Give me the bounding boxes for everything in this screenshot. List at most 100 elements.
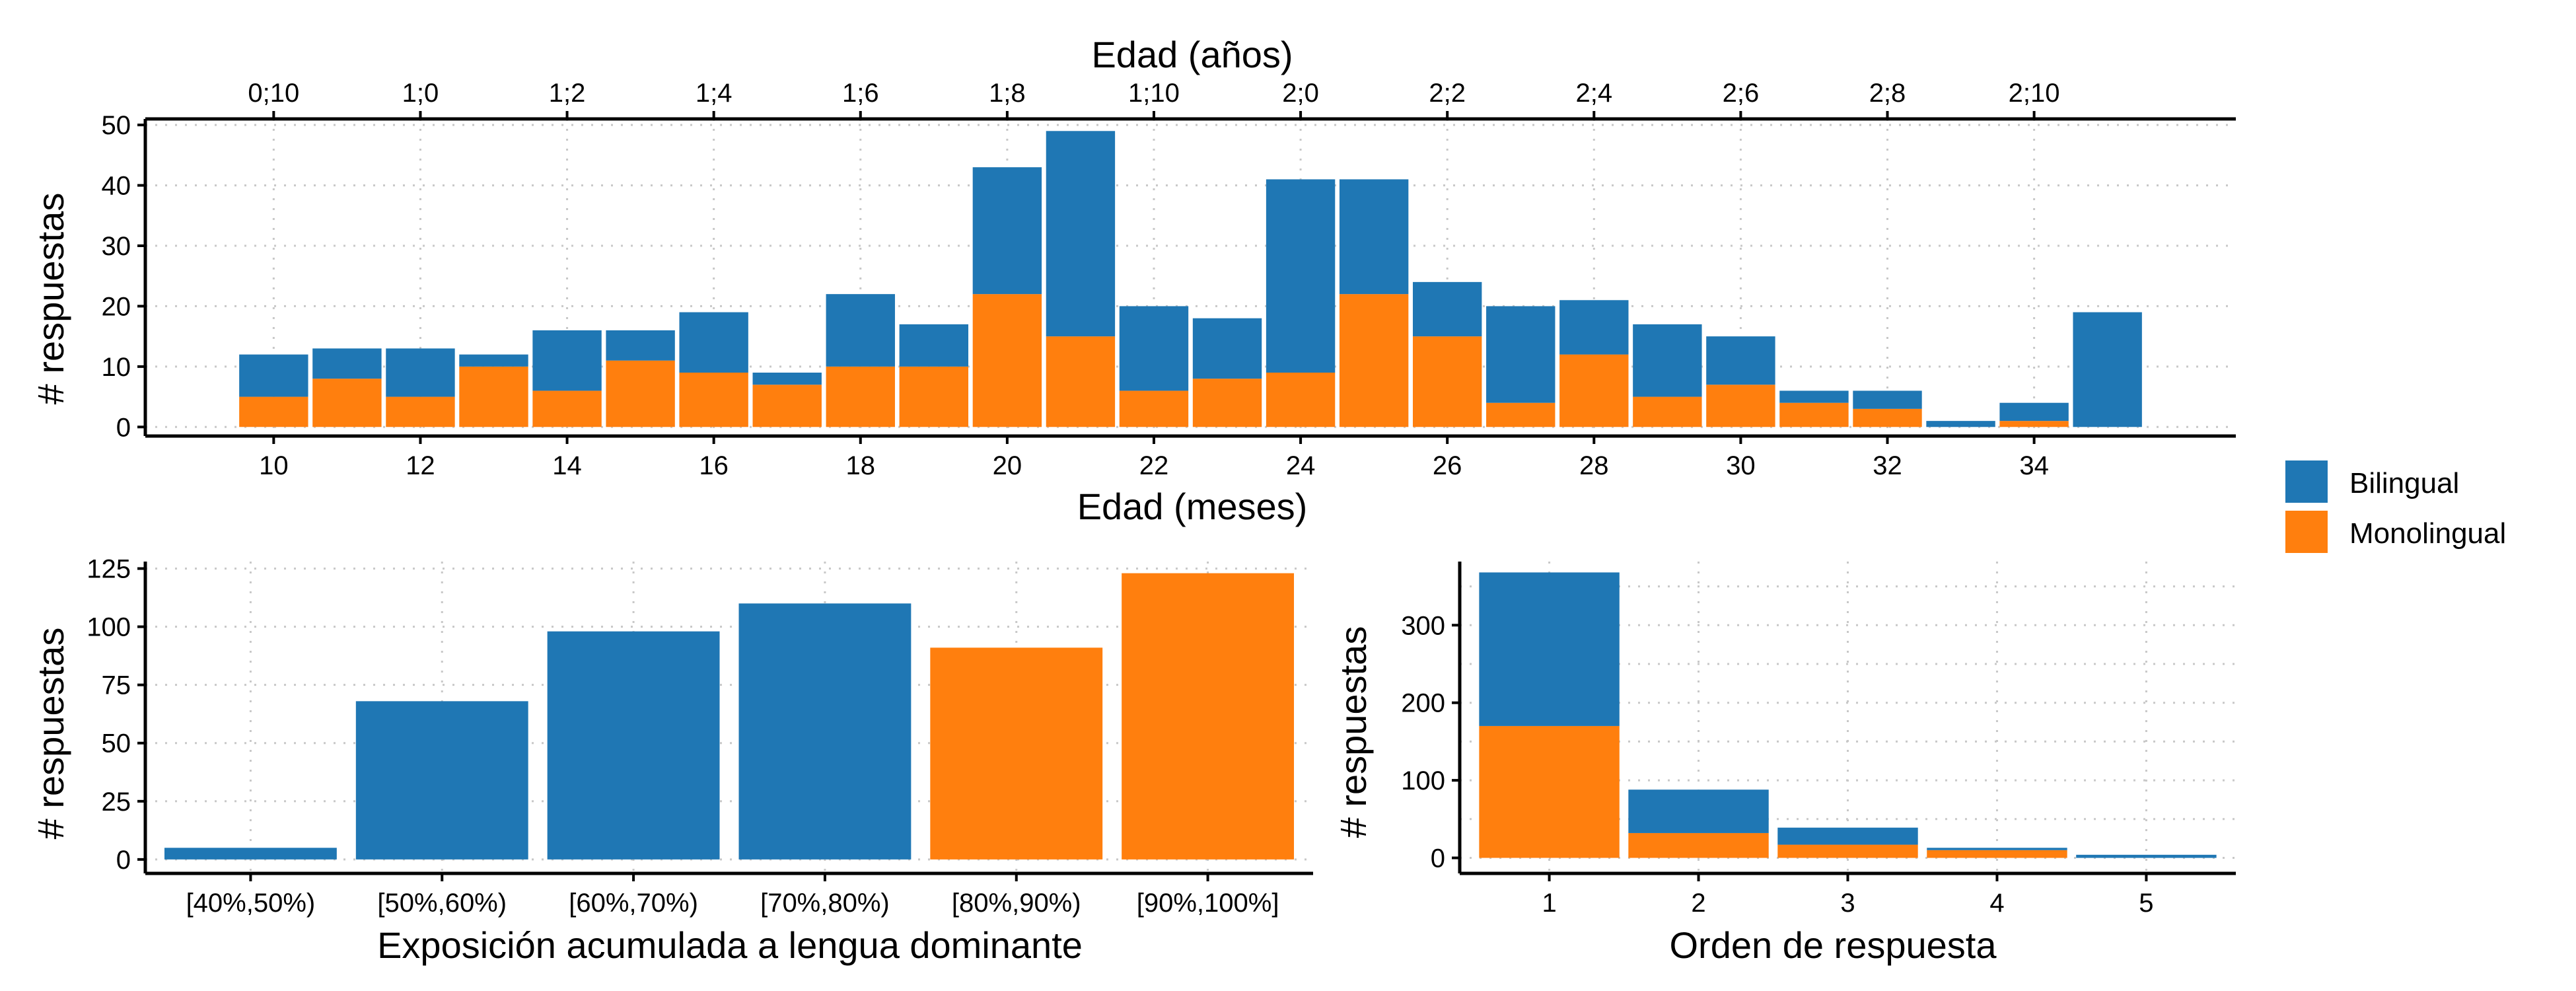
- exposure-chart-x-axis-title: Exposición acumulada a lengua dominante: [377, 924, 1083, 966]
- age-chart: 0 10 20 30 40 50 10 12 14 16 18 20 22 24 26 28 30 32 34 0;1…: [30, 34, 2236, 527]
- order-chart-y-tick-label: 200: [1401, 689, 1445, 718]
- age-chart-y-tick-label: 20: [102, 292, 131, 321]
- age-bar-monolingual: [532, 390, 602, 427]
- order-chart-x-tick-label: 2: [1691, 889, 1705, 918]
- age-chart-x-tick-label: 20: [993, 451, 1022, 480]
- age-bar-bilingual: [459, 354, 528, 367]
- exposure-chart-y-tick-label: 25: [102, 788, 131, 817]
- age-bar-monolingual: [1192, 379, 1262, 427]
- order-chart-ticks: 0 100 200 300 1 2 3 4 5: [1401, 611, 2153, 918]
- age-chart-y-tick-label: 40: [102, 172, 131, 201]
- age-bar-bilingual: [606, 330, 675, 361]
- order-chart-y-tick-label: 300: [1401, 611, 1445, 640]
- age-chart-top-tick-label: 2;10: [2009, 79, 2060, 108]
- age-bar-monolingual: [1339, 294, 1409, 427]
- age-chart-y-tick-label: 50: [102, 111, 131, 140]
- age-chart-top-tick-label: 1;0: [402, 79, 439, 108]
- order-chart-y-axis-title: # respuestas: [1332, 626, 1374, 838]
- order-chart-x-axis-title: Orden de respuesta: [1670, 924, 1997, 966]
- age-chart-top-tick-label: 0;10: [248, 79, 299, 108]
- order-chart-x-tick-label: 1: [1542, 889, 1556, 918]
- exposure-chart-y-tick-label: 75: [102, 671, 131, 700]
- age-bar-bilingual: [1486, 306, 1556, 403]
- order-chart-x-tick-label: 3: [1840, 889, 1855, 918]
- order-bar-bilingual: [2076, 854, 2217, 858]
- age-chart-top-tick-label: 2;6: [1723, 79, 1760, 108]
- age-bar-monolingual: [1706, 385, 1775, 427]
- age-bar-monolingual: [312, 379, 382, 427]
- legend: Bilingual Monolingual: [2285, 460, 2506, 553]
- age-bar-monolingual: [1999, 421, 2069, 427]
- order-bar-bilingual: [1628, 789, 1769, 833]
- age-bar-bilingual: [899, 324, 969, 367]
- legend-swatch-monolingual: [2285, 511, 2328, 553]
- age-bar-bilingual: [679, 312, 748, 373]
- age-bar-bilingual: [972, 167, 1042, 295]
- age-bar-bilingual: [239, 354, 308, 397]
- exposure-chart-y-tick-label: 0: [116, 846, 131, 875]
- age-bar-monolingual: [1633, 396, 1702, 427]
- age-chart-x-tick-label: 12: [406, 451, 435, 480]
- age-bar-monolingual: [1119, 390, 1189, 427]
- exposure-chart-axes: [143, 562, 1313, 875]
- order-chart-x-tick-label: 4: [1989, 889, 2004, 918]
- age-chart-x-tick-label: 30: [1726, 451, 1756, 480]
- age-bar-bilingual: [312, 348, 382, 379]
- age-chart-axes: [143, 117, 2236, 438]
- age-bar-bilingual: [1926, 421, 1995, 427]
- exposure-chart-bars: [164, 573, 1295, 860]
- exposure-chart-x-tick-label: [40%,50%): [186, 889, 316, 918]
- age-bar-bilingual: [1119, 306, 1189, 391]
- exposure-chart-y-tick-label: 50: [102, 729, 131, 758]
- age-bar-bilingual: [1999, 402, 2069, 422]
- age-bar-monolingual: [1412, 336, 1482, 427]
- exposure-chart-x-tick-label: [50%,60%): [377, 889, 507, 918]
- exposure-chart-x-tick-label: [70%,80%): [760, 889, 890, 918]
- age-bar-monolingual: [1486, 402, 1556, 427]
- age-bar-bilingual: [1779, 390, 1849, 403]
- age-chart-x-tick-label: 16: [699, 451, 729, 480]
- order-bar-bilingual: [1479, 572, 1620, 726]
- legend-label-monolingual: Monolingual: [2349, 517, 2506, 550]
- exposure-bar-bilingual: [738, 603, 912, 860]
- order-chart-y-tick-label: 0: [1431, 844, 1445, 873]
- legend-label-bilingual: Bilingual: [2349, 467, 2459, 499]
- age-bar-bilingual: [1046, 131, 1116, 337]
- exposure-chart-y-axis-title: # respuestas: [30, 628, 71, 840]
- age-chart-bars: [239, 131, 2142, 427]
- exposure-chart: 0 25 50 75 100 125 [40%,50%) [50%,60%) [60%,70%)…: [30, 555, 1313, 966]
- order-bar-bilingual: [1777, 827, 1918, 845]
- age-bar-bilingual: [532, 330, 602, 391]
- age-chart-top-tick-label: 2;8: [1869, 79, 1906, 108]
- order-bar-monolingual: [1628, 832, 1769, 858]
- age-chart-x-tick-label: 24: [1286, 451, 1316, 480]
- age-chart-top-axis-title: Edad (años): [1091, 34, 1293, 75]
- age-chart-x-tick-label: 14: [552, 451, 582, 480]
- exposure-chart-x-tick-label: [60%,70%): [569, 889, 698, 918]
- age-bar-bilingual: [1339, 179, 1409, 295]
- order-bar-bilingual: [1927, 848, 2067, 850]
- order-bar-monolingual: [1927, 850, 2067, 858]
- age-bar-monolingual: [1559, 354, 1629, 427]
- age-chart-top-tick-label: 1;6: [842, 79, 879, 108]
- age-bar-bilingual: [1559, 300, 1629, 355]
- order-chart-bars: [1479, 572, 2217, 858]
- age-bar-monolingual: [459, 366, 528, 427]
- exposure-chart-y-tick-label: 125: [87, 555, 131, 584]
- age-chart-top-tick-label: 1;8: [989, 79, 1026, 108]
- order-chart-y-tick-label: 100: [1401, 766, 1445, 795]
- age-bar-bilingual: [2073, 312, 2142, 427]
- exposure-bar-bilingual: [164, 848, 337, 860]
- age-bar-monolingual: [899, 366, 969, 427]
- age-chart-x-tick-label: 32: [1873, 451, 1902, 480]
- age-chart-top-tick-label: 2;0: [1282, 79, 1319, 108]
- exposure-chart-ticks: 0 25 50 75 100 125 [40%,50%) [50%,60%) [60%,70%)…: [87, 555, 1279, 918]
- exposure-chart-y-tick-label: 100: [87, 613, 131, 642]
- order-bar-monolingual: [1777, 844, 1918, 858]
- age-bar-monolingual: [239, 396, 308, 427]
- age-chart-top-tick-label: 2;4: [1575, 79, 1612, 108]
- age-chart-top-tick-label: 1;2: [549, 79, 586, 108]
- exposure-bar-bilingual: [355, 701, 528, 860]
- age-chart-top-tick-label: 2;2: [1429, 79, 1466, 108]
